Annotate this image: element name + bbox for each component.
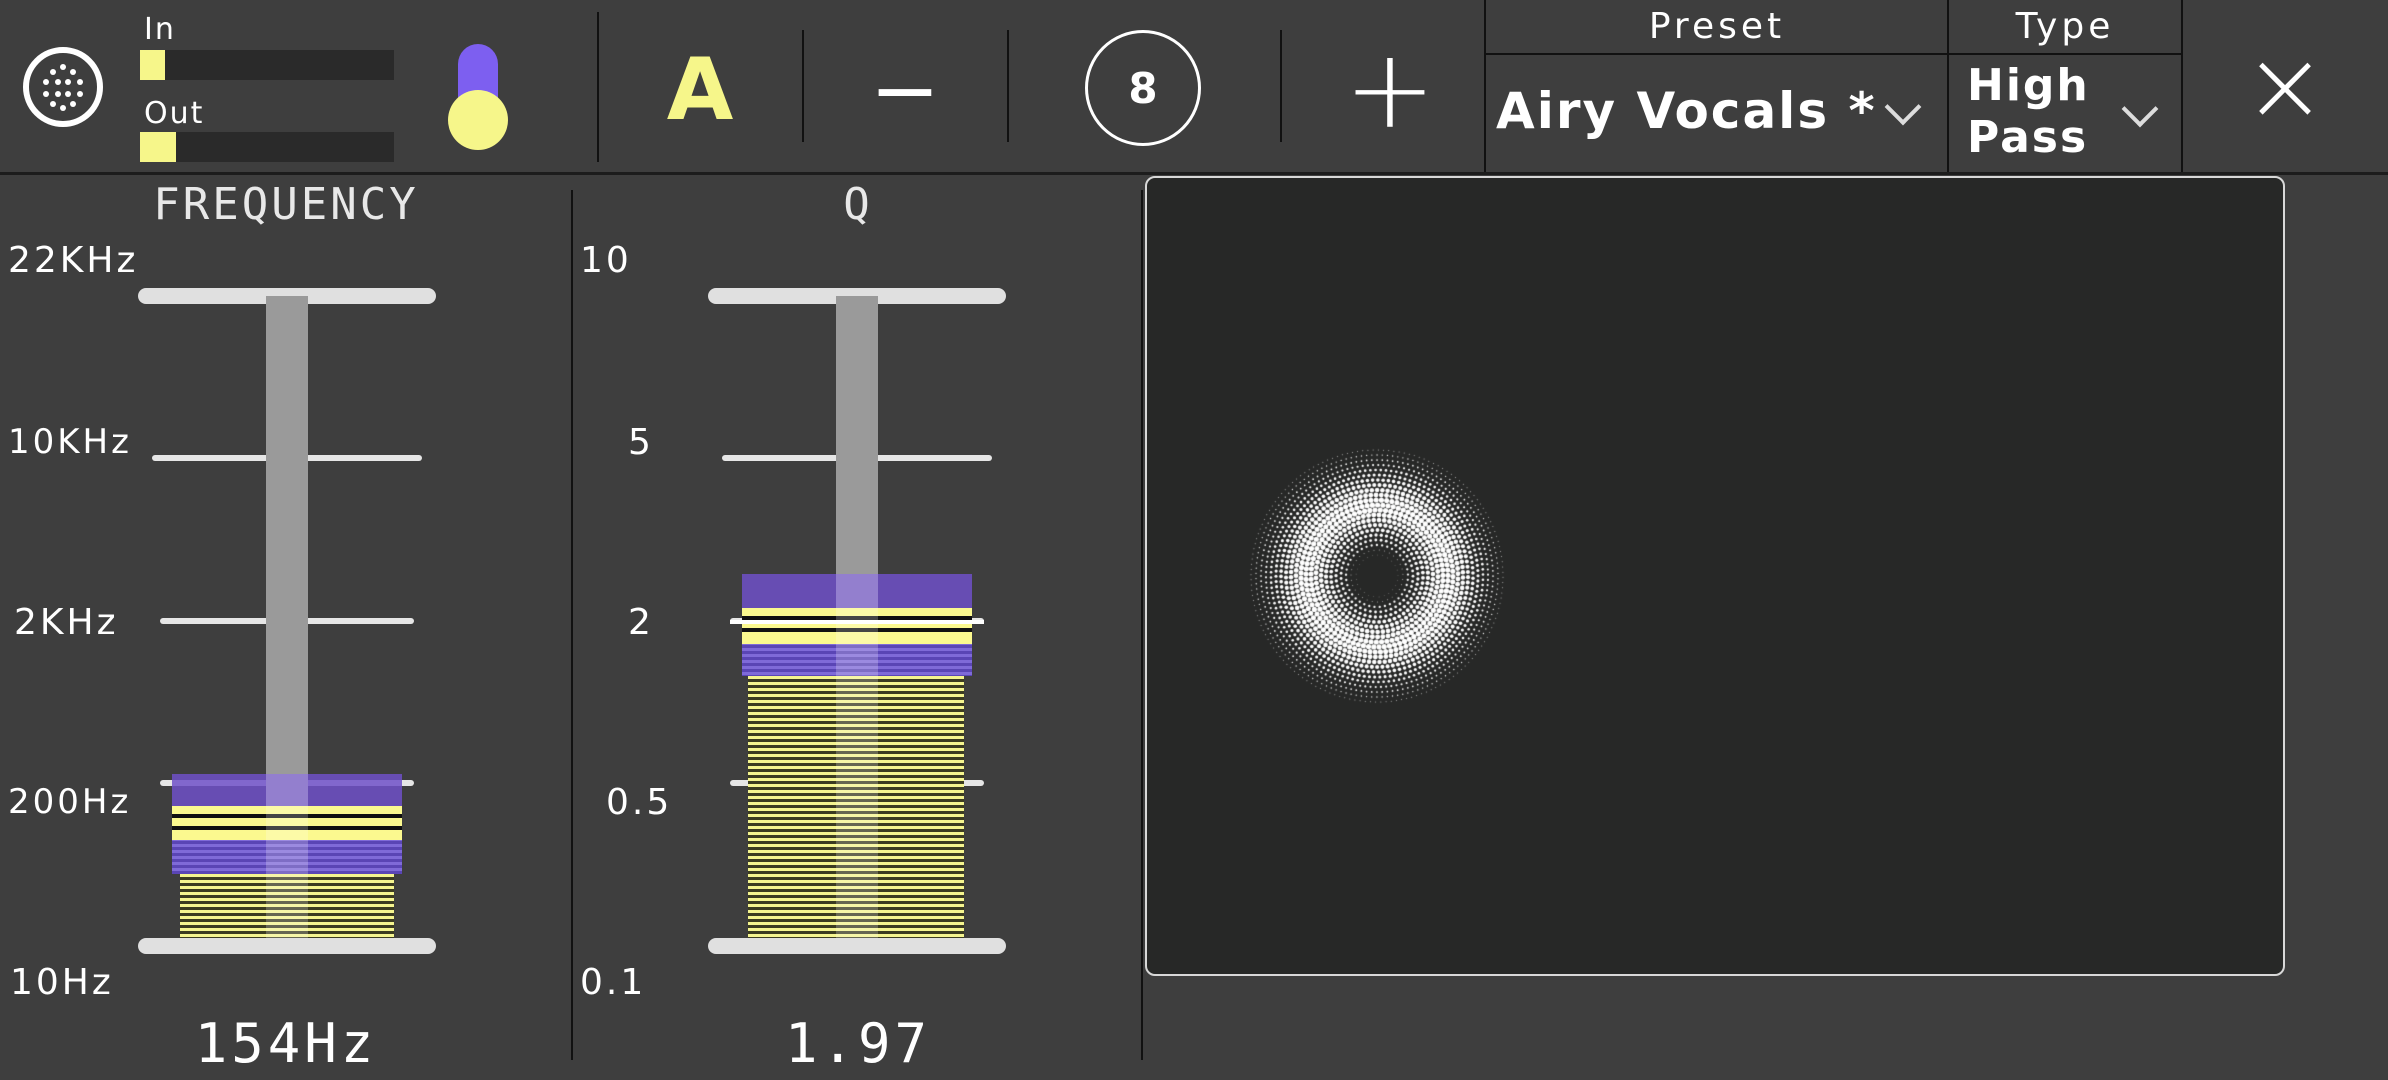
q-tick: 0.1 [580, 962, 647, 1003]
type-dropdown[interactable]: Type High Pass [1949, 0, 2181, 172]
count-label: 8 [1128, 63, 1158, 113]
q-tick: 10 [580, 240, 632, 281]
frequency-tick: 2KHz [14, 602, 119, 643]
slider-thumb[interactable] [742, 574, 972, 608]
q-tick: 0.5 [606, 782, 673, 823]
divider [1486, 53, 1948, 55]
frequency-tick: 22KHz [8, 240, 139, 281]
count-button[interactable]: 8 [1085, 30, 1201, 146]
separator [1141, 190, 1143, 1060]
q-tick: 5 [628, 422, 654, 463]
ab-button[interactable]: A [640, 30, 760, 150]
plus-button[interactable]: + [1330, 24, 1450, 154]
xy-pad[interactable] [1145, 176, 2285, 976]
frequency-panel: FREQUENCY [0, 175, 572, 1080]
slider-thumb-shadow [172, 838, 402, 874]
preset-value: Airy Vocals * [1496, 82, 1877, 140]
chevron-down-icon [1884, 88, 1922, 126]
slider-bottom-rail [138, 938, 436, 954]
frequency-title: FREQUENCY [153, 179, 419, 230]
separator [802, 30, 804, 142]
plus-icon: + [1343, 25, 1437, 153]
ab-label: A [666, 40, 734, 140]
q-tick: 2 [628, 602, 654, 643]
separator [1484, 0, 1486, 172]
slider-fill [180, 868, 394, 940]
divider [1949, 53, 2181, 55]
separator [1007, 30, 1009, 142]
close-icon: × [2243, 26, 2327, 144]
slider-thumb[interactable] [172, 774, 402, 806]
slider-thumb-line [742, 616, 972, 620]
minus-button[interactable]: − [840, 30, 970, 150]
slider-track-overlay [836, 574, 878, 940]
frequency-tick: 10KHz [8, 422, 132, 462]
separator [1280, 30, 1282, 142]
separator [597, 12, 599, 162]
xy-cursor-orb[interactable] [1247, 446, 1507, 706]
slider-thumb-line [172, 814, 402, 818]
slider-bottom-rail [708, 938, 1006, 954]
close-button[interactable]: × [2230, 27, 2340, 144]
slider-thumb-line [730, 620, 984, 624]
slider-thumb-line [742, 628, 972, 632]
slider-thumb-shadow [742, 642, 972, 676]
chevron-down-icon [2121, 90, 2159, 128]
type-header: Type [2015, 6, 2115, 47]
yellow-purple-toggle-icon[interactable] [444, 42, 512, 154]
minus-icon: − [869, 41, 941, 139]
slider-thumb-band [742, 608, 972, 644]
separator [1947, 0, 1949, 172]
q-title: Q [843, 179, 873, 230]
in-meter [140, 50, 394, 80]
out-meter [140, 132, 394, 162]
preset-dropdown[interactable]: Preset Airy Vocals * [1486, 0, 1948, 172]
separator [2181, 0, 2183, 172]
in-meter-label: In [144, 12, 176, 47]
frequency-tick: 10Hz [10, 962, 114, 1003]
slider-track-overlay [266, 774, 308, 940]
out-meter-label: Out [144, 96, 205, 131]
type-value-line2: Pass [1967, 112, 2089, 163]
slider-fill [748, 664, 964, 940]
separator [571, 190, 573, 1060]
dotted-circle-icon[interactable] [18, 42, 108, 132]
frequency-readout: 154Hz [194, 1012, 378, 1075]
slider-thumb-line [172, 826, 402, 830]
type-value-line1: High [1967, 60, 2090, 111]
out-meter-fill [140, 132, 176, 162]
slider-thumb-band [172, 806, 402, 840]
frequency-tick: 200Hz [8, 782, 132, 822]
in-meter-fill [140, 50, 166, 80]
q-readout: 1.97 [784, 1012, 932, 1075]
preset-header: Preset [1648, 6, 1786, 47]
top-toolbar: In Out A − 8 + Preset Airy Vocals * [0, 0, 2388, 175]
